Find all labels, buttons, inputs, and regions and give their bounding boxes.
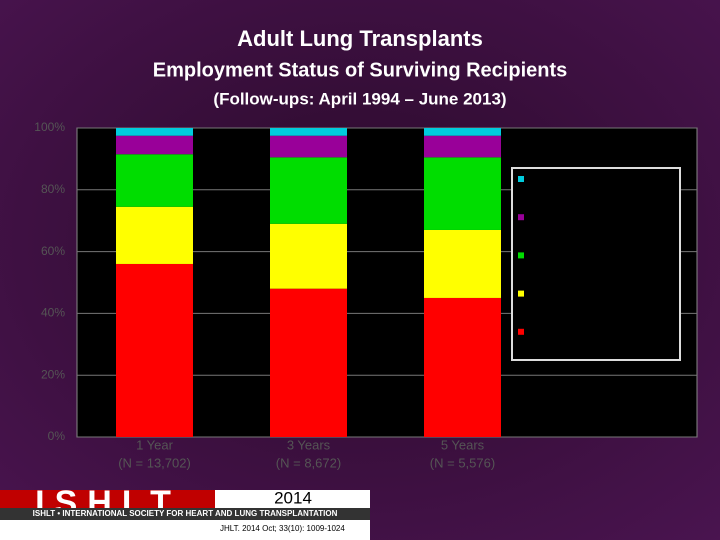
- bar-segment: [424, 135, 501, 158]
- year: 2014: [274, 488, 312, 507]
- bar-segment: [424, 128, 501, 136]
- bar-segment: [116, 206, 193, 264]
- bar-segment: [424, 297, 501, 437]
- chart-note: (Follow-ups: April 1994 – June 2013): [213, 89, 506, 108]
- bar-segment: [270, 135, 347, 158]
- y-tick-label: 100%: [34, 120, 65, 134]
- y-tick-label: 40%: [41, 306, 65, 320]
- bar-segment: [116, 135, 193, 155]
- x-tick-label: 1 Year: [136, 437, 174, 452]
- legend-swatch: [518, 176, 524, 182]
- bar-segment: [116, 154, 193, 207]
- x-tick-label: 3 Years: [287, 437, 331, 452]
- society-band: [0, 508, 370, 520]
- x-tick-note: (N = 5,576): [430, 455, 495, 470]
- bar-segment: [424, 157, 501, 230]
- bar-segment: [270, 223, 347, 289]
- x-tick-note: (N = 8,672): [276, 455, 341, 470]
- bar-segment: [270, 157, 347, 224]
- x-tick-label: 5 Years: [441, 437, 485, 452]
- legend-swatch: [518, 328, 524, 335]
- citation: JHLT. 2014 Oct; 33(10): 1009-1024: [220, 524, 345, 533]
- y-tick-label: 60%: [41, 244, 65, 258]
- bar-segment: [270, 288, 347, 437]
- bar-segment: [116, 263, 193, 437]
- bar-segment: [424, 229, 501, 298]
- bar-segment: [116, 128, 193, 136]
- bar-segment: [270, 128, 347, 136]
- x-tick-note: (N = 13,702): [118, 455, 191, 470]
- chart-title: Adult Lung Transplants: [237, 26, 483, 51]
- legend-swatch: [518, 252, 524, 259]
- plot: 0% 20% 40% 60% 80% 100% 1 Year (N = 13,702) 3 Ye…: [34, 120, 697, 470]
- y-tick-label: 20%: [41, 367, 65, 381]
- chart-subtitle: Employment Status of Surviving Recipient…: [153, 59, 568, 81]
- legend-swatch: [518, 214, 524, 221]
- legend: [511, 167, 681, 361]
- y-tick-label: 0%: [48, 429, 66, 443]
- y-tick-label: 80%: [41, 182, 65, 196]
- society: ISHLT • INTERNATIONAL SOCIETY FOR HEART …: [33, 509, 338, 518]
- legend-swatch: [518, 290, 524, 297]
